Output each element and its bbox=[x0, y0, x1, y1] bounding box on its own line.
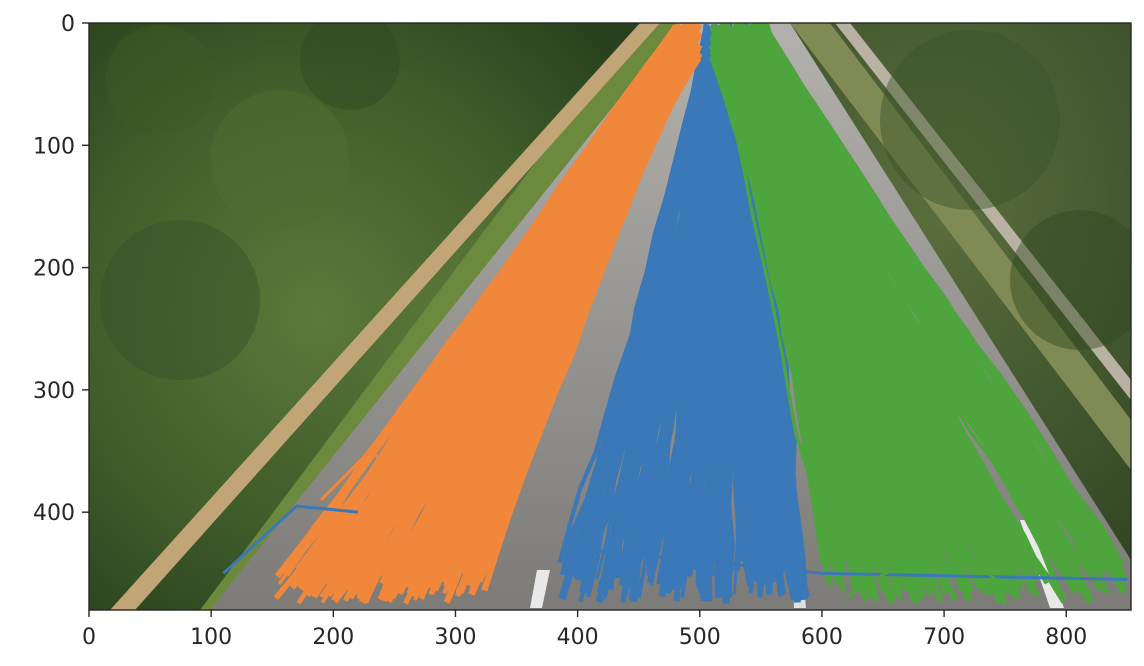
center-sample-trajectory bbox=[636, 23, 733, 599]
right-trajectory-line bbox=[758, 37, 926, 600]
center-lane-trajectories bbox=[557, 23, 810, 604]
y-axis: 0 100 200 300 400 bbox=[33, 12, 89, 526]
right-trajectory-line bbox=[717, 45, 846, 588]
center-trajectory-line bbox=[558, 32, 725, 601]
left-lane-trajectories bbox=[273, 23, 703, 605]
x-tick-label: 300 bbox=[434, 625, 476, 650]
right-lane-trajectories bbox=[708, 23, 1127, 605]
left-trajectory-line bbox=[408, 46, 702, 591]
x-axis: 0 100 200 300 400 500 600 700 800 bbox=[82, 610, 1087, 650]
right-trajectory-line bbox=[712, 28, 909, 592]
y-tick-label: 0 bbox=[61, 12, 75, 37]
left-trajectory-line bbox=[470, 54, 696, 591]
x-tick-label: 600 bbox=[801, 625, 843, 650]
stray-trajectory-line bbox=[845, 534, 1019, 600]
y-tick-label: 100 bbox=[33, 134, 75, 159]
center-trajectory-line bbox=[617, 48, 749, 572]
stray-trajectory-line bbox=[222, 504, 358, 575]
y-tick-label: 300 bbox=[33, 379, 75, 404]
right-trajectory-line bbox=[733, 53, 913, 587]
x-tick-label: 800 bbox=[1045, 625, 1087, 650]
x-tick-label: 100 bbox=[190, 625, 232, 650]
right-trajectory-line bbox=[763, 23, 1065, 571]
left-trajectory-line bbox=[334, 44, 696, 599]
right-sample-trajectory bbox=[740, 23, 1068, 600]
stray-trajectory-line bbox=[577, 547, 1128, 581]
left-trajectory-line bbox=[334, 26, 683, 567]
x-tick-label: 700 bbox=[923, 625, 965, 650]
right-trajectory-line bbox=[745, 55, 1086, 583]
right-trajectory-line bbox=[750, 39, 884, 590]
y-tick-label: 200 bbox=[33, 257, 75, 282]
stray-segments bbox=[222, 449, 1128, 600]
x-tick-label: 200 bbox=[312, 625, 354, 650]
right-trajectory-line bbox=[741, 23, 1123, 565]
x-tick-label: 400 bbox=[557, 625, 599, 650]
stray-trajectory-line bbox=[320, 449, 420, 501]
x-tick-label: 0 bbox=[82, 625, 96, 650]
left-sample-trajectory bbox=[380, 23, 690, 599]
plot-frame bbox=[88, 22, 1132, 611]
center-trajectory-line bbox=[609, 27, 730, 579]
x-tick-label: 500 bbox=[679, 625, 721, 650]
y-tick-label: 400 bbox=[33, 501, 75, 526]
